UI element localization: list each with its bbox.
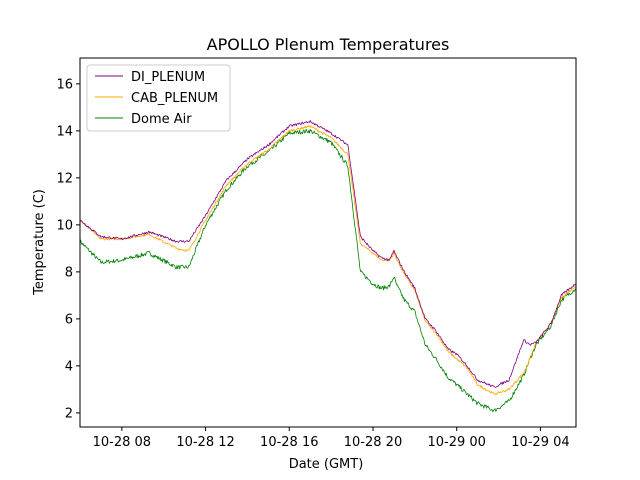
x-tick-label-10-28-16: 10-28 16	[260, 435, 318, 450]
x-tick-label-10-28-08: 10-28 08	[93, 435, 151, 450]
legend-label-dome-air: Dome Air	[131, 112, 192, 127]
y-axis-ticks: 2 4 6 8 10 12 14 16	[56, 77, 80, 421]
y-tick-label-8: 8	[65, 265, 73, 280]
legend-entry-dome-air: Dome Air	[95, 112, 192, 127]
x-tick-label-10-29-04: 10-29 04	[511, 435, 569, 450]
y-tick-label-16: 16	[56, 77, 73, 92]
x-tick-label-10-29-00: 10-29 00	[427, 435, 485, 450]
y-tick-label-2: 2	[65, 406, 73, 421]
x-tick-label-10-28-12: 10-28 12	[176, 435, 234, 450]
y-tick-label-14: 14	[56, 124, 73, 139]
series-line-cab-plenum	[80, 124, 576, 396]
x-axis-label: Date (GMT)	[289, 457, 364, 472]
y-tick-label-10: 10	[56, 218, 73, 233]
y-axis-label: Temperature (C)	[32, 189, 47, 296]
legend: DI_PLENUM CAB_PLENUM Dome Air	[86, 64, 231, 132]
legend-entry-di-plenum: DI_PLENUM	[95, 70, 205, 85]
y-tick-label-4: 4	[65, 359, 73, 374]
series-line-di-plenum	[80, 120, 576, 388]
plot-frame	[79, 57, 577, 428]
chart-title: APOLLO Plenum Temperatures	[207, 35, 450, 54]
x-axis-ticks: 10-28 08 10-28 12 10-28 16 10-28 20 10-29 00…	[93, 427, 570, 450]
series-layer	[80, 120, 576, 413]
y-tick-label-6: 6	[65, 312, 73, 327]
x-tick-label-10-28-20: 10-28 20	[344, 435, 402, 450]
series-line-dome-air	[80, 128, 576, 413]
legend-label-di-plenum: DI_PLENUM	[131, 70, 205, 85]
legend-entry-cab-plenum: CAB_PLENUM	[95, 91, 218, 106]
legend-box	[86, 64, 231, 132]
legend-label-cab-plenum: CAB_PLENUM	[131, 91, 218, 106]
y-tick-label-12: 12	[56, 171, 73, 186]
